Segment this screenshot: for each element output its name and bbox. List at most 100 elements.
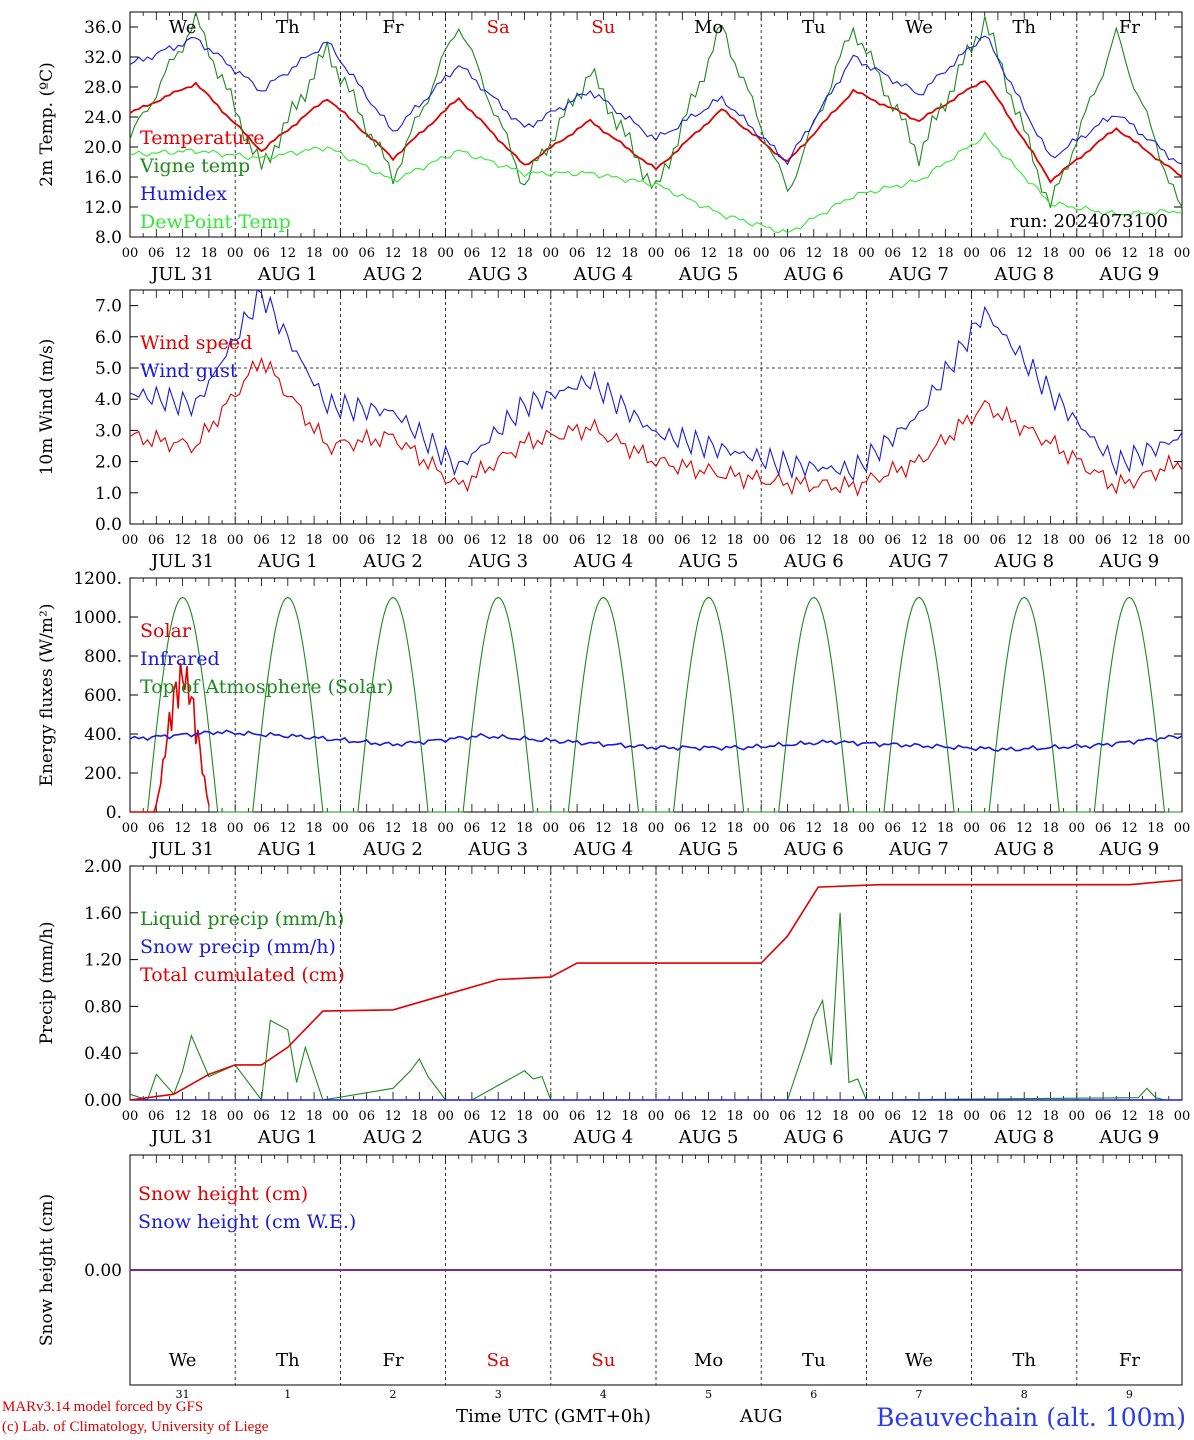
wind-hour-label: 00 xyxy=(858,533,875,548)
temp-legend-entry: Vigne temp xyxy=(139,155,250,177)
temp-hour-label: 00 xyxy=(858,246,875,261)
precip-hour-label: 18 xyxy=(937,1109,954,1124)
model-credit: MARv3.14 model forced by GFS xyxy=(2,1399,204,1415)
temp-day-name: Th xyxy=(276,17,300,38)
wind-hour-label: 18 xyxy=(621,533,638,548)
wind-date-label: AUG 4 xyxy=(573,551,634,572)
wind-hour-label: 06 xyxy=(779,533,796,548)
energy-ytick-label: 800. xyxy=(84,647,122,667)
energy-hour-label: 06 xyxy=(464,821,481,836)
energy-hour-label: 18 xyxy=(621,821,638,836)
snow-day-number: 9 xyxy=(1126,1388,1133,1400)
snow-day-number: 7 xyxy=(916,1388,923,1400)
precip-hour-label: 18 xyxy=(621,1109,638,1124)
energy-ytick-label: 1200. xyxy=(73,569,122,589)
snow-day-name: We xyxy=(169,1350,197,1371)
energy-hour-label: 00 xyxy=(858,821,875,836)
precip-ytick-label: 1.60 xyxy=(84,904,122,924)
precip-hour-label: 06 xyxy=(779,1109,796,1124)
wind-hour-label: 06 xyxy=(148,533,165,548)
temp-ytick-label: 28.0 xyxy=(84,78,122,98)
wind-date-label: AUG 9 xyxy=(1099,551,1160,572)
temp-ytick-label: 32.0 xyxy=(84,48,122,68)
energy-hour-label: 18 xyxy=(727,821,744,836)
precip-hour-label: 12 xyxy=(490,1109,507,1124)
wind-hour-label: 12 xyxy=(806,533,823,548)
energy-hour-label: 06 xyxy=(569,821,586,836)
energy-hour-label: 06 xyxy=(253,821,270,836)
temp-ytick-label: 12.0 xyxy=(84,198,122,218)
lab-credit: (c) Lab. of Climatology, University of L… xyxy=(2,1419,269,1435)
precip-hour-label: 12 xyxy=(174,1109,191,1124)
energy-legend-entry: Top of Atmosphere (Solar) xyxy=(140,676,393,698)
time-axis-label: Time UTC (GMT+0h) xyxy=(456,1406,651,1427)
wind-ytick-label: 1.0 xyxy=(95,484,122,504)
temp-hour-label: 12 xyxy=(174,246,191,261)
precip-ytick-label: 1.20 xyxy=(84,951,122,971)
precip-hour-label: 00 xyxy=(437,1109,454,1124)
wind-date-label: AUG 8 xyxy=(993,551,1054,572)
temp-series-vigne-temp xyxy=(129,11,1183,209)
month-label: AUG xyxy=(740,1406,783,1427)
snow-legend-entry: Snow height (cm) xyxy=(138,1183,308,1205)
precip-hour-label: 18 xyxy=(727,1109,744,1124)
snow-day-name: Th xyxy=(1012,1350,1036,1371)
temp-day-name: Th xyxy=(1012,17,1036,38)
energy-ytick-label: 200. xyxy=(84,764,122,784)
energy-hour-label: 00 xyxy=(227,821,244,836)
energy-hour-label: 00 xyxy=(1174,821,1191,836)
precip-date-label: AUG 6 xyxy=(783,1127,844,1148)
temp-series-humidex xyxy=(129,35,1183,166)
energy-series-infrared xyxy=(129,729,1183,752)
precip-hour-label: 12 xyxy=(595,1109,612,1124)
temp-hour-label: 00 xyxy=(963,246,980,261)
snow-day-number: 31 xyxy=(176,1388,190,1400)
energy-date-label: AUG 1 xyxy=(257,839,318,860)
precip-ytick-label: 0.80 xyxy=(84,997,122,1017)
energy-legend-entry: Infrared xyxy=(140,648,220,670)
snow-day-number: 8 xyxy=(1021,1388,1028,1400)
snow-day-number: 5 xyxy=(705,1388,712,1400)
temp-hour-label: 06 xyxy=(884,246,901,261)
precip-hour-label: 00 xyxy=(1174,1109,1191,1124)
wind-ytick-label: 4.0 xyxy=(95,390,122,410)
wind-date-label: AUG 6 xyxy=(783,551,844,572)
temp-hour-label: 06 xyxy=(674,246,691,261)
temp-date-label: AUG 9 xyxy=(1099,264,1160,285)
energy-series-solar xyxy=(130,662,210,813)
precip-hour-label: 06 xyxy=(253,1109,270,1124)
temp-hour-label: 00 xyxy=(332,246,349,261)
energy-hour-label: 18 xyxy=(937,821,954,836)
precip-hour-label: 18 xyxy=(516,1109,533,1124)
wind-hour-label: 06 xyxy=(884,533,901,548)
wind-hour-label: 12 xyxy=(700,533,717,548)
wind-hour-label: 00 xyxy=(753,533,770,548)
precip-legend-entry: Snow precip (mm/h) xyxy=(140,936,336,958)
energy-hour-label: 00 xyxy=(122,821,139,836)
energy-hour-label: 06 xyxy=(358,821,375,836)
temp-frame xyxy=(129,11,1183,238)
temp-date-label: AUG 8 xyxy=(993,264,1054,285)
energy-date-label: AUG 5 xyxy=(678,839,739,860)
energy-date-label: AUG 3 xyxy=(467,839,528,860)
temp-ytick-label: 20.0 xyxy=(84,138,122,158)
precip-hour-label: 06 xyxy=(464,1109,481,1124)
wind-hour-label: 00 xyxy=(648,533,665,548)
wind-ytick-label: 3.0 xyxy=(95,421,122,441)
precip-date-label: AUG 2 xyxy=(362,1127,423,1148)
temp-day-name: Tu xyxy=(802,17,826,38)
wind-ylabel: 10m Wind (m/s) xyxy=(37,339,57,476)
energy-date-label: JUL 31 xyxy=(149,839,214,860)
temp-hour-label: 12 xyxy=(1016,246,1033,261)
energy-ytick-label: 0. xyxy=(106,803,122,823)
temp-hour-label: 12 xyxy=(490,246,507,261)
wind-hour-label: 06 xyxy=(464,533,481,548)
precip-hour-label: 00 xyxy=(648,1109,665,1124)
temp-legend-entry: DewPoint Temp xyxy=(140,211,291,233)
energy-hour-label: 18 xyxy=(832,821,849,836)
precip-date-label: JUL 31 xyxy=(149,1127,214,1148)
precip-legend-entry: Liquid precip (mm/h) xyxy=(140,908,344,930)
temp-date-label: AUG 6 xyxy=(783,264,844,285)
snow-day-name: Fr xyxy=(1119,1350,1140,1371)
wind-hour-label: 18 xyxy=(937,533,954,548)
